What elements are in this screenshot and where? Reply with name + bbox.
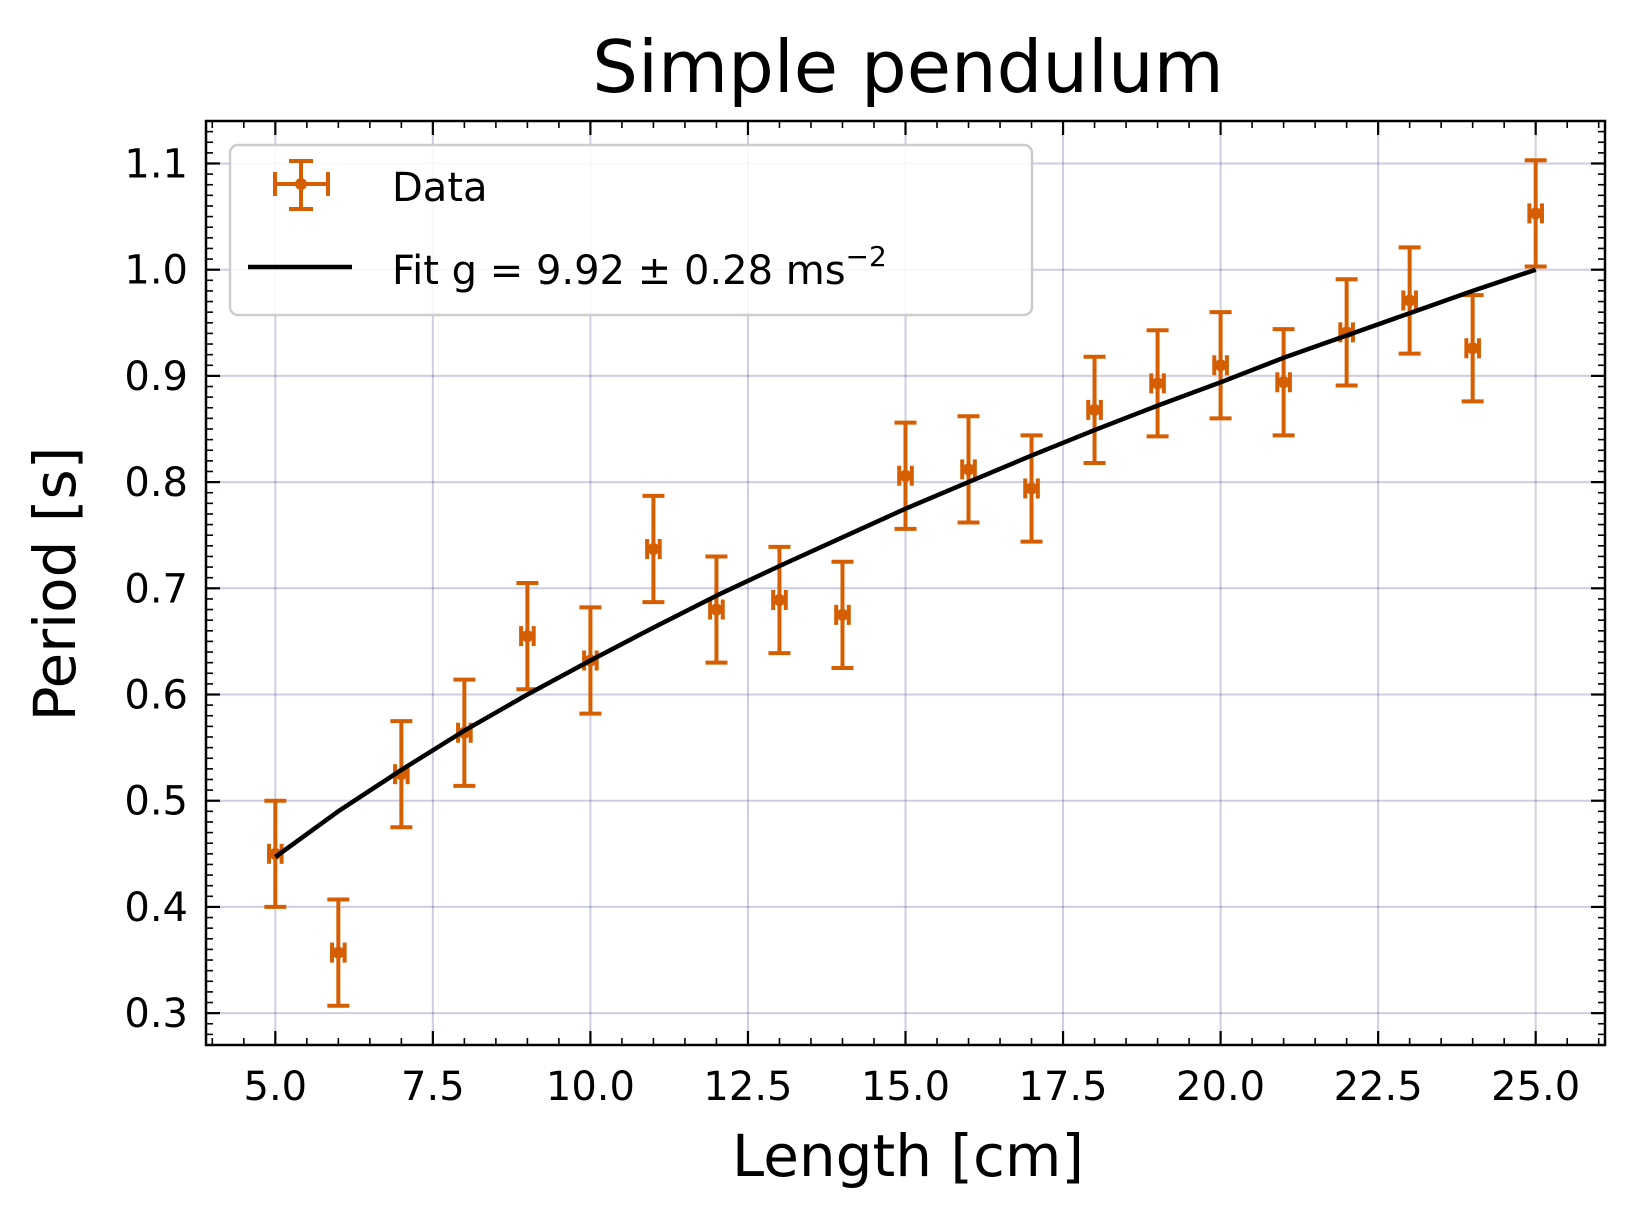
data-point [957,414,980,525]
x-tick-label: 25.0 [1491,1064,1580,1110]
data-point [516,581,539,692]
legend-box [228,143,1034,317]
y-tick-label: 0.9 [124,354,188,400]
data-marker [1403,294,1416,307]
y-tick-label: 1.1 [124,141,188,187]
fit-line [273,267,1537,859]
x-tick-label: 5.0 [244,1064,308,1110]
data-marker [1151,377,1164,390]
data-marker [962,463,975,476]
x-tick-label: 17.5 [1019,1064,1108,1110]
y-tick-label: 0.8 [124,460,188,506]
x-tick-label: 22.5 [1334,1064,1423,1110]
plot-area [264,158,1547,1008]
y-tick-label: 0.5 [124,779,188,825]
data-point [327,897,350,1008]
legend-fit-text: Fit g = 9.92 ± 0.28 ms [392,248,846,294]
legend-marker-data [273,159,330,211]
data-marker [332,946,345,959]
data-marker [1088,403,1101,416]
y-tick-label: 0.6 [124,673,188,719]
y-tick-label: 1.0 [124,248,188,294]
chart-title: Simple pendulum [592,25,1223,109]
x-axis-label: Length [cm] [732,1122,1084,1190]
data-point [1146,328,1169,439]
y-axis-label: Period [s] [21,447,89,722]
data-marker [1025,482,1038,495]
data-marker [1277,376,1290,389]
data-marker [899,469,912,482]
axis-ticks: 5.0 7.5 10.0 12.5 15.0 17.5 20.0 22.5 25.0 0.3 0.4… [124,121,1605,1110]
legend: Data Fit g = 9.92 ± 0.28 ms−2 [228,143,1034,317]
x-tick-label: 20.0 [1176,1064,1265,1110]
data-point [1020,433,1043,544]
x-tick-label: 15.0 [861,1064,950,1110]
data-point [1524,158,1547,269]
y-tick-label: 0.7 [124,566,188,612]
data-marker [647,543,660,556]
legend-label-fit: Fit g = 9.92 ± 0.28 ms−2 [392,240,887,294]
data-point [1272,327,1295,438]
legend-label-data: Data [392,165,488,211]
data-marker [773,593,786,606]
x-tick-label: 12.5 [703,1064,792,1110]
data-point [705,554,728,665]
series-data [264,158,1547,1008]
data-point [831,559,854,670]
data-point [642,493,665,605]
data-point [1461,293,1484,404]
data-point [1209,310,1232,421]
y-tick-label: 0.3 [124,991,188,1037]
data-marker [1214,359,1227,372]
x-tick-label: 7.5 [401,1064,465,1110]
data-marker [1529,207,1542,220]
data-point [1398,245,1421,356]
y-tick-label: 0.4 [124,885,188,931]
data-marker [710,603,723,616]
x-tick-label: 10.0 [546,1064,635,1110]
data-marker [521,630,534,643]
data-point [1083,354,1106,465]
legend-fit-superscript: −2 [846,240,887,273]
data-marker [1466,342,1479,355]
data-marker [836,608,849,621]
